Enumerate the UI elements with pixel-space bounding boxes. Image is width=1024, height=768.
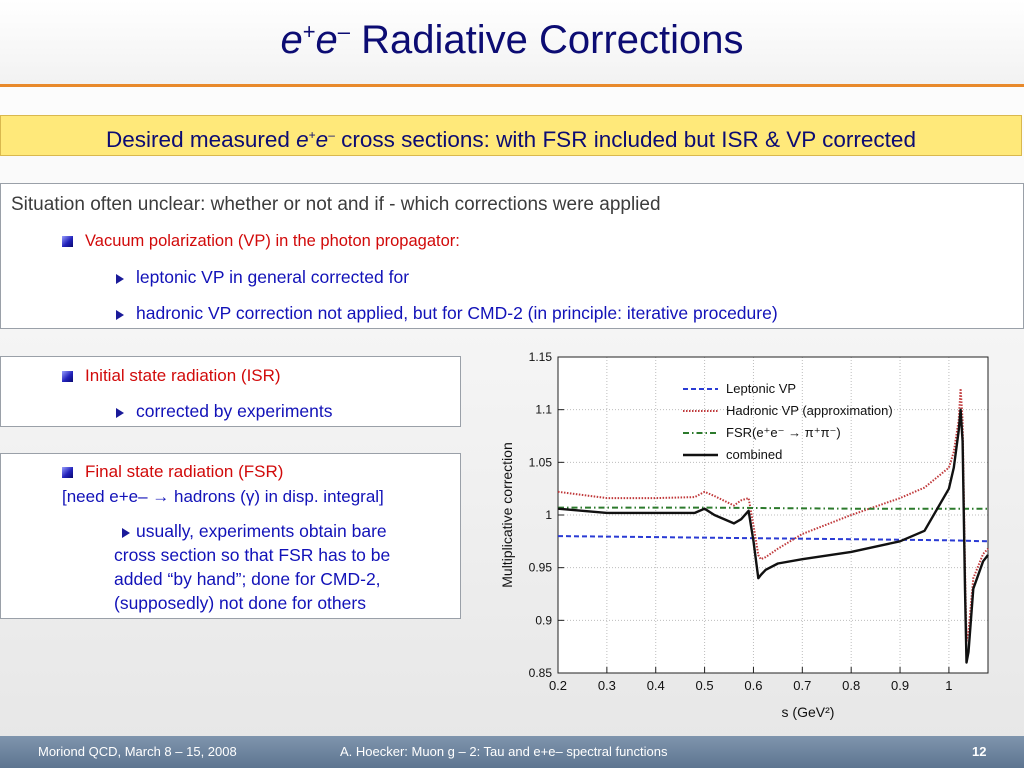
situation-heading: Situation often unclear: whether or not … (11, 194, 661, 215)
x-tick-label: 1 (945, 678, 952, 693)
x-tick-label: 0.8 (842, 678, 860, 693)
isr-box: Initial state radiation (ISR) corrected … (0, 356, 461, 427)
x-tick-label: 0.4 (647, 678, 665, 693)
x-tick-label: 0.6 (744, 678, 762, 693)
highlight-minus: – (328, 128, 335, 142)
y-tick-label: 1.1 (535, 403, 552, 417)
y-axis-label: Multiplicative correction (499, 442, 515, 588)
fsr-item-line: added “by hand”; done for CMD-2, (114, 569, 381, 589)
slide-title: e+e– Radiative Corrections (0, 18, 1024, 63)
legend-label: Hadronic VP (approximation) (726, 403, 893, 418)
series-line (557, 535, 989, 543)
highlight-post: cross sections: with FSR included but IS… (334, 127, 916, 152)
title-band (0, 0, 1024, 84)
page-number: 12 (972, 744, 987, 759)
legend-label: Leptonic VP (726, 381, 796, 396)
y-tick-label: 1 (545, 508, 552, 522)
y-tick-label: 0.85 (529, 666, 553, 680)
highlight-e1: e (296, 127, 309, 152)
x-tick-label: 0.2 (549, 678, 567, 693)
tick-labels: 0.2 0.3 0.4 0.5 0.6 0.7 0.8 0.9 1 0.85 0.9 0.95 1 1.0… (529, 350, 953, 693)
fsr-box: Final state radiation (FSR) [need e+e– →… (0, 453, 461, 619)
y-tick-label: 1.05 (529, 455, 553, 469)
fsr-item-line: usually, experiments obtain bare (136, 521, 387, 541)
chart-grid (557, 356, 988, 674)
triangle-bullet-icon (116, 408, 124, 418)
title-e1: e (280, 18, 303, 62)
chart-legend: Leptonic VP Hadronic VP (approximation) FS… (683, 381, 893, 462)
footer-center: A. Hoecker: Muon g – 2: Tau and e+e– spe… (340, 744, 668, 759)
highlight-pre: Desired measured (106, 127, 297, 152)
correction-chart: 0.2 0.3 0.4 0.5 0.6 0.7 0.8 0.9 1 0.85 0.9 0.95 1 1.0… (499, 350, 989, 720)
square-bullet-icon (62, 236, 73, 247)
title-minus: – (337, 19, 351, 44)
plot-area (558, 357, 988, 673)
square-bullet-icon (62, 371, 73, 382)
series-line (557, 408, 989, 664)
legend-label: combined (726, 447, 782, 462)
series-lines (557, 387, 989, 664)
title-text: Radiative Corrections (350, 18, 744, 62)
highlight-e2: e (315, 127, 329, 152)
x-tick-label: 0.5 (696, 678, 714, 693)
series-line (558, 506, 988, 510)
vp-item-hadronic: hadronic VP correction not applied, but … (136, 303, 778, 323)
vp-item-leptonic: leptonic VP in general corrected for (136, 267, 410, 287)
fsr-item-line: cross section so that FSR has to be (114, 545, 391, 565)
legend-label: FSR(e⁺e⁻ → π⁺π⁻) (726, 425, 841, 440)
isr-item: corrected by experiments (136, 401, 333, 421)
x-tick-label: 0.3 (598, 678, 616, 693)
triangle-bullet-icon (116, 274, 124, 284)
vp-label: Vacuum polarization (VP) in the photon p… (85, 232, 460, 250)
triangle-bullet-icon (116, 310, 124, 320)
title-e2: e (315, 18, 338, 62)
x-axis-label: s (GeV²) (782, 704, 835, 720)
title-rule (0, 84, 1024, 87)
y-tick-label: 0.9 (535, 613, 552, 627)
highlight-banner: Desired measured e+e– cross sections: wi… (0, 115, 1022, 156)
fsr-need-line: [need e+e– → hadrons (γ) in disp. integr… (62, 487, 384, 506)
x-tick-label: 0.9 (891, 678, 909, 693)
fsr-item-line: (supposedly) not done for others (114, 593, 366, 613)
highlight-plus: + (308, 128, 316, 142)
x-tick-label: 0.7 (793, 678, 811, 693)
footer-bar: Moriond QCD, March 8 – 15, 2008 A. Hoeck… (0, 736, 1024, 768)
footer-left: Moriond QCD, March 8 – 15, 2008 (38, 744, 237, 759)
fsr-label: Final state radiation (FSR) (85, 462, 284, 481)
isr-label: Initial state radiation (ISR) (85, 366, 281, 385)
title-plus: + (302, 19, 316, 44)
square-bullet-icon (62, 467, 73, 478)
situation-box: Situation often unclear: whether or not … (0, 183, 1024, 329)
y-tick-label: 0.95 (529, 561, 553, 575)
triangle-bullet-icon (122, 528, 130, 538)
y-tick-label: 1.15 (529, 350, 553, 364)
